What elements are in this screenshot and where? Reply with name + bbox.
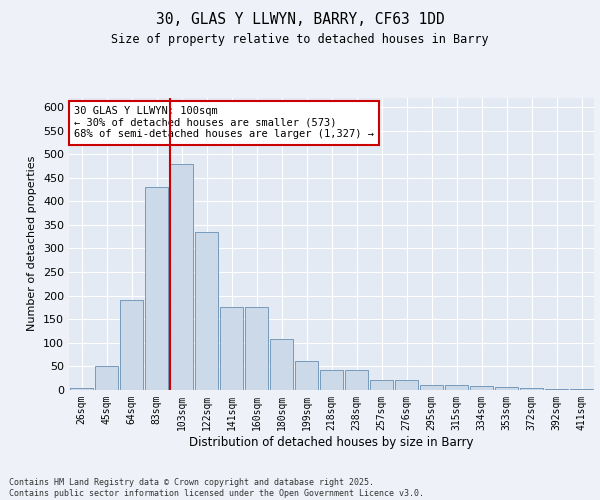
Bar	[520, 388, 543, 390]
Bar	[145, 187, 168, 390]
Bar	[195, 232, 218, 390]
Bar	[470, 386, 493, 390]
Y-axis label: Number of detached properties: Number of detached properties	[28, 156, 37, 332]
Bar	[570, 388, 593, 390]
Bar	[545, 388, 568, 390]
X-axis label: Distribution of detached houses by size in Barry: Distribution of detached houses by size …	[189, 436, 474, 448]
Bar	[320, 370, 343, 390]
Bar	[370, 380, 393, 390]
Text: Contains HM Land Registry data © Crown copyright and database right 2025.
Contai: Contains HM Land Registry data © Crown c…	[9, 478, 424, 498]
Bar	[345, 370, 368, 390]
Bar	[270, 339, 293, 390]
Bar	[420, 386, 443, 390]
Bar	[245, 308, 268, 390]
Bar	[170, 164, 193, 390]
Bar	[70, 388, 93, 390]
Bar	[220, 308, 243, 390]
Bar	[495, 386, 518, 390]
Bar	[295, 361, 318, 390]
Text: 30, GLAS Y LLWYN, BARRY, CF63 1DD: 30, GLAS Y LLWYN, BARRY, CF63 1DD	[155, 12, 445, 28]
Bar	[445, 386, 468, 390]
Text: 30 GLAS Y LLWYN: 100sqm
← 30% of detached houses are smaller (573)
68% of semi-d: 30 GLAS Y LLWYN: 100sqm ← 30% of detache…	[74, 106, 374, 140]
Text: Size of property relative to detached houses in Barry: Size of property relative to detached ho…	[111, 32, 489, 46]
Bar	[120, 300, 143, 390]
Bar	[95, 366, 118, 390]
Bar	[395, 380, 418, 390]
